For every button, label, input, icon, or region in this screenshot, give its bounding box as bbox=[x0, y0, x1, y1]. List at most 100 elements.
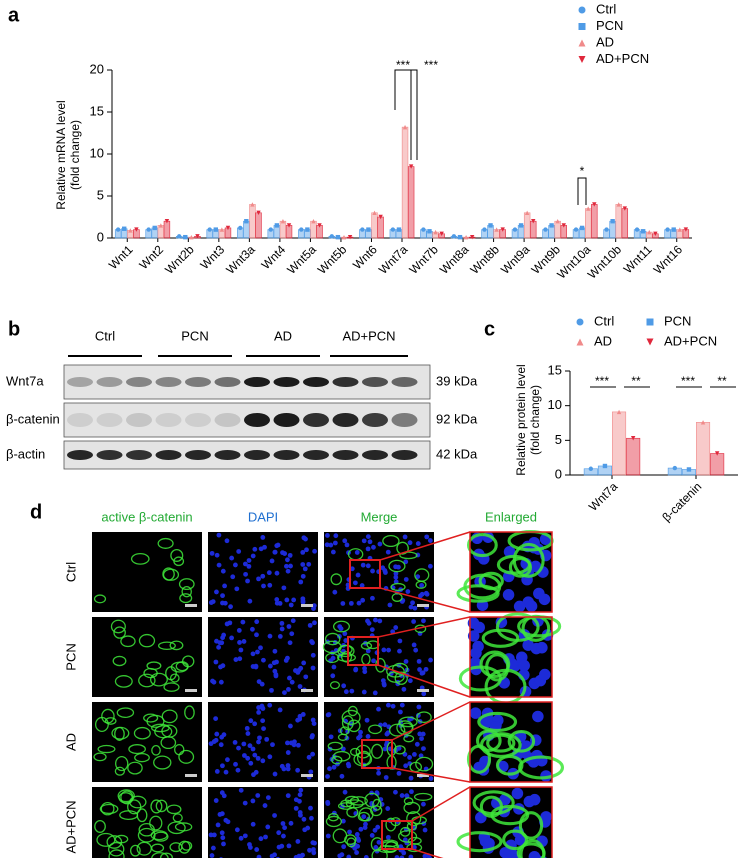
nucleus bbox=[407, 540, 413, 546]
nucleus bbox=[300, 550, 306, 555]
nucleus bbox=[371, 544, 376, 550]
nucleus bbox=[382, 746, 388, 752]
blot-band bbox=[126, 377, 152, 387]
blot-size: 39 kDa bbox=[436, 373, 478, 388]
nucleus bbox=[393, 789, 398, 795]
nucleus bbox=[417, 731, 423, 737]
nucleus bbox=[266, 570, 272, 576]
legend-marker bbox=[714, 451, 720, 456]
stain bbox=[181, 585, 192, 598]
zoom-line bbox=[377, 664, 471, 698]
stain bbox=[393, 745, 406, 755]
nucleus bbox=[246, 563, 252, 569]
blot-band bbox=[273, 413, 300, 427]
legend-marker bbox=[616, 202, 621, 207]
legend-label: AD+PCN bbox=[596, 51, 649, 66]
legend-marker bbox=[183, 234, 188, 240]
nucleus bbox=[233, 761, 238, 767]
nucleus bbox=[540, 811, 552, 823]
stain bbox=[397, 830, 418, 843]
bar bbox=[523, 212, 531, 239]
nucleus bbox=[428, 776, 434, 781]
nucleus bbox=[267, 663, 273, 669]
nucleus bbox=[390, 703, 396, 709]
nucleus bbox=[423, 666, 429, 672]
nucleus bbox=[369, 833, 375, 838]
legend-marker bbox=[630, 436, 636, 441]
legend-marker bbox=[256, 210, 261, 215]
legend-marker bbox=[469, 234, 475, 240]
nucleus bbox=[256, 710, 262, 715]
significance: *** bbox=[424, 58, 438, 72]
legend-marker bbox=[512, 227, 518, 232]
nucleus bbox=[213, 798, 219, 803]
nucleus bbox=[274, 597, 280, 602]
nucleus bbox=[272, 852, 277, 858]
stain bbox=[371, 743, 384, 759]
legend-marker bbox=[195, 234, 200, 239]
stain bbox=[149, 815, 163, 831]
nucleus bbox=[396, 745, 402, 751]
stain bbox=[130, 552, 150, 565]
nucleus bbox=[331, 764, 337, 770]
stain bbox=[347, 705, 358, 717]
nucleus bbox=[260, 718, 266, 724]
nucleus bbox=[285, 557, 290, 563]
nucleus bbox=[381, 647, 387, 653]
nucleus bbox=[361, 538, 367, 544]
stain bbox=[178, 840, 191, 854]
nucleus bbox=[255, 793, 261, 798]
scale-bar bbox=[417, 689, 429, 692]
micrograph-content bbox=[322, 617, 433, 697]
zoom-frame bbox=[469, 701, 553, 783]
nucleus bbox=[289, 631, 295, 637]
nucleus bbox=[514, 834, 527, 846]
nucleus bbox=[270, 742, 275, 748]
nucleus bbox=[362, 825, 368, 831]
nucleus bbox=[269, 558, 275, 564]
blot-band bbox=[303, 450, 329, 460]
x-tick-label: Wnt5b bbox=[315, 242, 350, 277]
legend-marker bbox=[686, 467, 692, 472]
column-label: Merge bbox=[361, 509, 398, 524]
nucleus bbox=[277, 633, 283, 639]
nucleus bbox=[216, 644, 222, 650]
stain bbox=[184, 705, 195, 720]
legend-marker bbox=[578, 56, 586, 63]
stain bbox=[96, 832, 116, 847]
stain bbox=[108, 841, 125, 857]
nucleus bbox=[288, 723, 293, 729]
nucleus bbox=[210, 845, 216, 851]
nucleus bbox=[396, 564, 401, 570]
nucleus bbox=[274, 570, 280, 576]
nucleus bbox=[272, 648, 278, 654]
nucleus bbox=[375, 824, 381, 830]
legend-marker bbox=[439, 231, 444, 236]
nucleus bbox=[332, 589, 338, 595]
legend-marker bbox=[396, 227, 402, 232]
nucleus bbox=[252, 721, 258, 727]
blot-band bbox=[332, 377, 359, 387]
nucleus bbox=[421, 618, 426, 624]
legend-label: PCN bbox=[664, 313, 691, 328]
nucleus bbox=[229, 555, 235, 561]
nucleus bbox=[284, 597, 290, 603]
nucleus bbox=[285, 655, 290, 661]
zoom-frame bbox=[469, 531, 553, 613]
group-label: Ctrl bbox=[95, 328, 115, 343]
nucleus bbox=[387, 602, 393, 608]
nucleus bbox=[403, 559, 409, 565]
stain bbox=[414, 568, 430, 582]
blot-band bbox=[332, 413, 359, 427]
legend-marker bbox=[665, 227, 670, 232]
nucleus bbox=[539, 668, 551, 681]
stain bbox=[127, 761, 143, 775]
nucleus bbox=[358, 729, 363, 735]
legend-marker bbox=[604, 227, 609, 232]
nucleus bbox=[285, 793, 291, 799]
stain bbox=[346, 837, 356, 848]
nucleus bbox=[308, 805, 313, 811]
nucleus bbox=[245, 731, 251, 736]
nucleus bbox=[343, 689, 349, 695]
stain bbox=[394, 671, 408, 685]
